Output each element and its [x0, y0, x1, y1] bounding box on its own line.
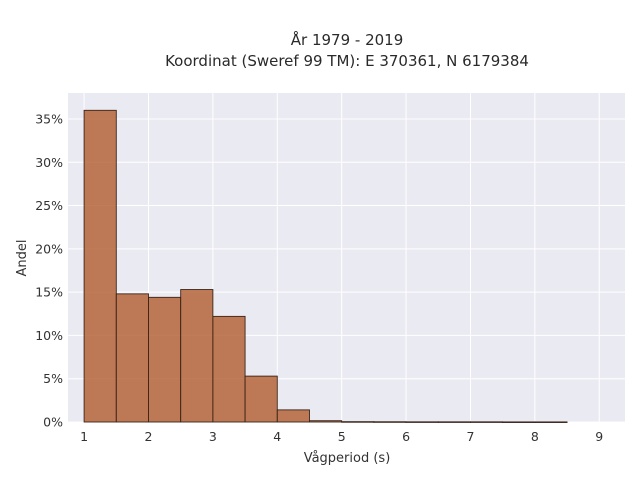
histogram-bar — [437, 421, 471, 423]
histogram-bar — [534, 421, 568, 423]
y-tick-label: 0% — [43, 415, 63, 430]
x-tick-label: 6 — [402, 429, 410, 444]
histogram-bar — [148, 296, 182, 423]
x-tick-label: 5 — [338, 429, 346, 444]
y-axis-label: Andel — [15, 240, 30, 277]
x-axis-ticks: 1 2 3 4 5 6 7 8 9 — [80, 429, 603, 444]
x-axis-label: Vågperiod (s) — [304, 451, 391, 466]
y-tick-label: 5% — [43, 371, 63, 386]
x-tick-label: 7 — [466, 429, 474, 444]
histogram-bar — [83, 109, 117, 423]
y-tick-label: 35% — [35, 111, 63, 126]
x-tick-label: 2 — [145, 429, 153, 444]
histogram-bar — [180, 289, 214, 423]
histogram-bar — [470, 421, 504, 423]
x-tick-label: 4 — [273, 429, 281, 444]
y-tick-label: 15% — [35, 285, 63, 300]
histogram-bars — [83, 109, 568, 423]
histogram-bar — [309, 420, 343, 423]
chart-title: År 1979 - 2019 — [291, 30, 404, 49]
y-tick-label: 10% — [35, 328, 63, 343]
histogram-bar — [212, 315, 246, 423]
histogram-bar — [502, 421, 536, 423]
x-tick-label: 3 — [209, 429, 217, 444]
x-tick-label: 8 — [531, 429, 539, 444]
y-axis-ticks: 0% 5% 10% 15% 20% 25% 30% 35% — [35, 111, 63, 429]
y-tick-label: 30% — [35, 155, 63, 170]
x-tick-label: 9 — [595, 429, 603, 444]
histogram-bar — [276, 409, 310, 423]
chart-subtitle: Koordinat (Sweref 99 TM): E 370361, N 61… — [165, 52, 529, 70]
histogram-bar — [405, 421, 439, 423]
histogram-bar — [341, 421, 375, 423]
histogram-bar — [115, 293, 149, 423]
x-tick-label: 1 — [80, 429, 88, 444]
y-tick-label: 20% — [35, 241, 63, 256]
histogram-bar — [373, 421, 407, 423]
histogram-bar — [244, 375, 278, 423]
y-tick-label: 25% — [35, 198, 63, 213]
